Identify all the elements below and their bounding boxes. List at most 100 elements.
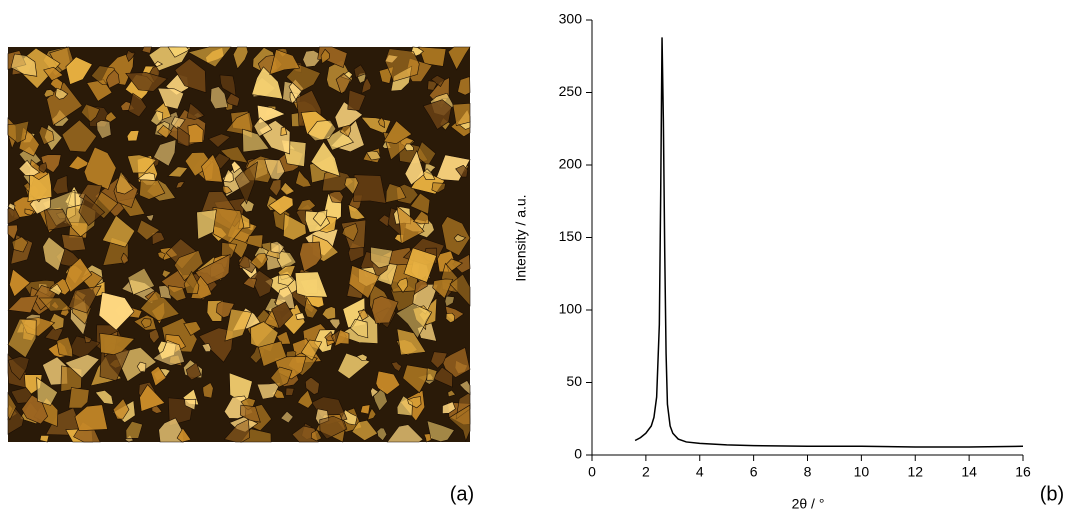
crystal-flake xyxy=(422,99,452,130)
crystal-flake xyxy=(360,404,371,415)
crystal-flake xyxy=(7,120,30,144)
crystal-flake xyxy=(396,328,427,356)
crystal-flake xyxy=(183,270,200,295)
crystal-flake xyxy=(219,74,237,97)
crystal-flake xyxy=(422,168,436,180)
crystal-flake xyxy=(351,419,379,442)
crystal-flake xyxy=(55,87,69,100)
crystal-flake xyxy=(223,168,234,183)
crystal-flake xyxy=(7,318,37,359)
crystal-flake xyxy=(413,210,430,225)
crystal-flake xyxy=(253,117,273,137)
crystal-flake xyxy=(242,128,270,153)
crystal-flake xyxy=(52,175,69,195)
crystal-flake xyxy=(432,278,454,299)
crystal-flake xyxy=(74,404,108,432)
crystal-flake xyxy=(216,301,235,318)
crystal-flake xyxy=(270,241,285,254)
crystal-flake xyxy=(430,351,448,369)
y-tick-label: 0 xyxy=(574,446,582,462)
x-tick-label: 2 xyxy=(642,464,650,480)
crystal-flake xyxy=(334,329,350,347)
crystal-flake xyxy=(98,291,135,331)
x-tick-label: 10 xyxy=(854,464,870,480)
crystal-flake xyxy=(310,429,323,442)
crystal-flake xyxy=(83,334,93,344)
crystal-flake xyxy=(444,295,455,308)
crystal-flake xyxy=(294,271,328,298)
crystal-flake xyxy=(80,103,101,123)
crystal-flake xyxy=(224,308,253,342)
y-tick-label: 200 xyxy=(559,156,583,172)
crystal-flake xyxy=(127,267,155,296)
x-tick-label: 4 xyxy=(696,464,704,480)
crystal-flake xyxy=(442,401,456,414)
crystal-flake xyxy=(321,306,336,320)
crystal-flake xyxy=(341,223,359,242)
crystal-flake xyxy=(300,339,323,361)
crystal-flake xyxy=(207,133,231,148)
crystal-flake xyxy=(459,380,471,396)
crystal-flake xyxy=(378,116,385,129)
y-tick-label: 250 xyxy=(559,83,583,99)
y-axis-label: Intensity / a.u. xyxy=(513,194,529,281)
crystal-flake xyxy=(161,269,172,279)
y-tick-label: 300 xyxy=(559,11,583,27)
crystal-flake xyxy=(396,277,409,293)
crystal-flake xyxy=(242,277,257,289)
crystal-flake xyxy=(371,295,399,324)
x-tick-label: 6 xyxy=(750,464,758,480)
crystal-flake xyxy=(295,312,306,320)
crystal-flake xyxy=(106,69,120,89)
crystal-flake xyxy=(126,130,140,142)
x-tick-label: 16 xyxy=(1015,464,1031,480)
crystal-flake xyxy=(403,247,437,283)
crystal-flake xyxy=(139,179,166,200)
crystal-flake xyxy=(280,181,295,196)
crystal-flake xyxy=(201,343,212,352)
crystal-flake xyxy=(250,270,274,298)
crystal-flake xyxy=(431,182,447,194)
crystal-flake xyxy=(27,172,53,202)
crystal-flake xyxy=(304,296,319,319)
panel-label: (b) xyxy=(1040,483,1064,505)
crystal-flake xyxy=(36,376,58,406)
crystal-flake xyxy=(140,318,152,329)
crystal-flake xyxy=(157,251,166,260)
crystal-flake xyxy=(56,336,73,358)
crystal-flake xyxy=(376,427,388,442)
crystal-flake xyxy=(150,365,167,387)
x-tick-label: 0 xyxy=(588,464,596,480)
crystal-flake xyxy=(385,183,407,203)
crystal-flake xyxy=(357,309,369,321)
x-tick-label: 8 xyxy=(804,464,812,480)
crystal-flake xyxy=(390,361,403,372)
crystal-flake xyxy=(347,89,366,111)
crystal-flake xyxy=(212,207,245,244)
crystal-flake xyxy=(271,301,294,330)
crystal-flake xyxy=(407,396,422,409)
crystal-flake xyxy=(183,321,202,336)
crystal-flake xyxy=(157,124,172,139)
crystal-flake xyxy=(320,48,330,65)
crystal-flake xyxy=(170,116,186,130)
crystal-flake xyxy=(125,72,168,92)
crystal-flake xyxy=(7,202,16,211)
crystal-flake xyxy=(353,174,387,204)
crystal-flake xyxy=(154,61,164,68)
crystal-flake xyxy=(285,63,321,92)
crystal-flake xyxy=(24,208,35,216)
crystal-flake xyxy=(307,120,337,142)
crystal-flake xyxy=(184,398,197,411)
crystal-flake xyxy=(177,126,190,148)
crystal-flake xyxy=(187,46,232,68)
crystal-flake xyxy=(418,46,447,67)
crystal-flake xyxy=(127,154,157,174)
crystal-flake xyxy=(96,120,112,139)
crystal-flake xyxy=(246,234,264,249)
y-tick-label: 150 xyxy=(559,228,583,244)
crystal-flake xyxy=(312,209,328,227)
crystal-flake xyxy=(145,214,155,222)
crystal-flake xyxy=(296,199,316,211)
